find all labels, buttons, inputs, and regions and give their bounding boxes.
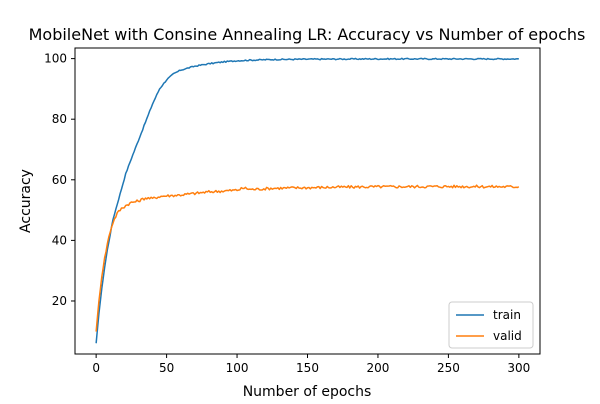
series-line-train (95, 57, 519, 344)
x-tick-label: 100 (226, 361, 249, 375)
x-tick-label: 0 (92, 361, 100, 375)
x-axis-label: Number of epochs (243, 384, 372, 400)
y-tick-label: 60 (52, 173, 67, 187)
y-tick-label: 40 (52, 233, 67, 247)
y-tick-label: 20 (52, 294, 67, 308)
x-tick-label: 250 (437, 361, 460, 375)
x-tick-label: 300 (507, 361, 530, 375)
legend: train valid (448, 301, 534, 349)
x-tick-label: 200 (367, 361, 390, 375)
y-tick-label: 100 (44, 52, 67, 66)
legend-label-valid: valid (493, 329, 522, 343)
x-tick-label: 150 (296, 361, 319, 375)
y-axis-label: Accuracy (18, 169, 34, 233)
chart-title: MobileNet with Consine Annealing LR: Acc… (29, 25, 586, 44)
legend-label-train: train (493, 308, 521, 322)
y-tick-label: 80 (52, 112, 67, 126)
series-line-valid (95, 184, 520, 332)
x-tick-label: 50 (159, 361, 174, 375)
